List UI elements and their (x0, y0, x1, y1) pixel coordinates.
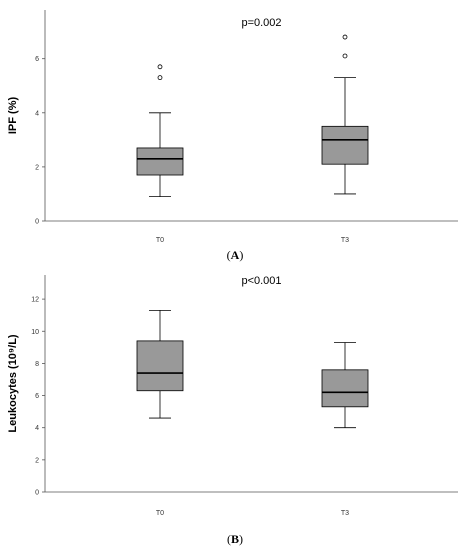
chart-b-y-tick-label: 10 (31, 329, 39, 336)
chart-a-box-t0 (136, 147, 184, 176)
chart-a-box-t3 (321, 125, 369, 165)
chart-a-y-axis-label: IPF (%) (7, 97, 19, 135)
chart-a-x-tick-label: T0 (156, 237, 164, 244)
chart-a-y-tick-label: 6 (35, 56, 39, 63)
chart-a-p-value: p=0.002 (241, 17, 281, 29)
chart-b-y-tick-label: 2 (35, 457, 39, 464)
panel-a-caption: (A) (226, 248, 244, 262)
chart-a-x-tick-label: T3 (341, 237, 349, 244)
chart-b-y-tick-label: 0 (35, 490, 39, 497)
chart-b-box-t3 (321, 369, 369, 408)
chart-b-y-tick-label: 12 (31, 297, 39, 304)
panel-a-letter: A (230, 248, 240, 262)
chart-a-y-tick-label: 4 (35, 110, 39, 117)
chart-b-p-value: p<0.001 (241, 275, 281, 287)
chart-b-y-tick-label: 6 (35, 393, 39, 400)
panel-b-caption: (B) (226, 532, 243, 546)
chart-a-outlier-point (342, 53, 348, 59)
chart-b-y-tick-label: 8 (35, 361, 39, 368)
chart-b-y-axis-label: Leukocytes (10⁹/L) (7, 334, 19, 432)
chart-a-y-tick-label: 0 (35, 219, 39, 226)
chart-a-y-tick-label: 2 (35, 164, 39, 171)
chart-b-y-tick-label: 4 (35, 425, 39, 432)
chart-b-x-tick-label: T3 (341, 510, 349, 517)
panel-b-letter: B (230, 532, 239, 546)
chart-a-outlier-point (342, 34, 348, 40)
chart-a-outlier-point (157, 75, 163, 81)
chart-b-x-tick-label: T0 (156, 510, 164, 517)
chart-a-outlier-point (157, 64, 163, 70)
chart-b-box-t0 (136, 340, 184, 392)
